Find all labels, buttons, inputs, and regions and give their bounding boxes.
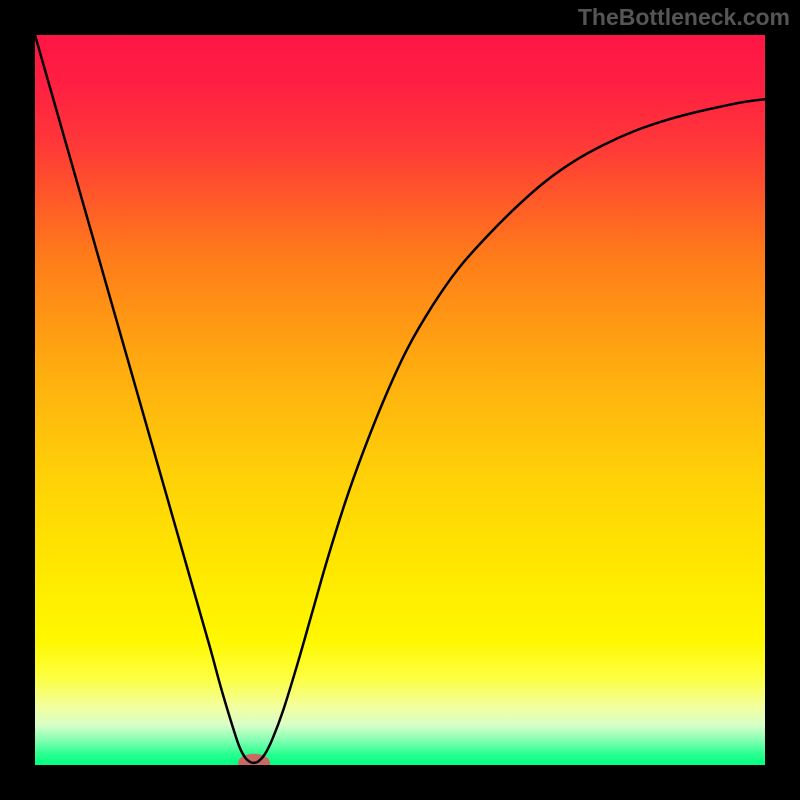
chart-container: TheBottleneck.com	[0, 0, 800, 800]
plot-background	[35, 35, 765, 765]
watermark-text: TheBottleneck.com	[578, 4, 790, 31]
chart-svg	[0, 0, 800, 800]
